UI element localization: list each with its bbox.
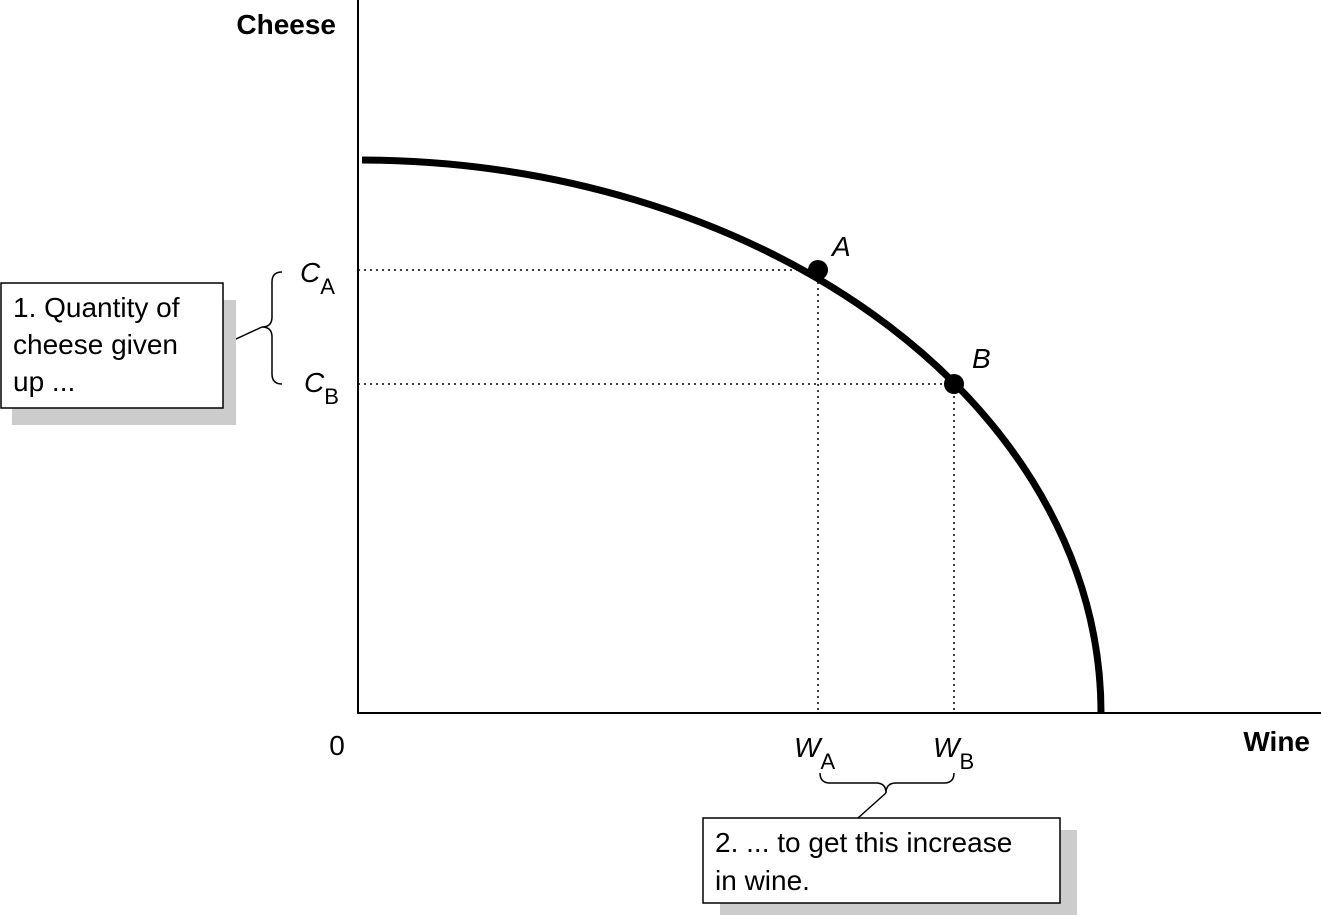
marker-subscript: A <box>820 749 835 774</box>
marker-symbol: W <box>933 732 962 763</box>
x-axis-label: Wine <box>1243 726 1310 757</box>
point <box>944 374 964 394</box>
point-label: B <box>972 343 991 374</box>
marker-symbol: C <box>300 257 321 288</box>
annotation-text: in wine. <box>715 865 810 896</box>
annotation-text: cheese given <box>13 329 178 360</box>
annotation-text: 1. Quantity of <box>13 292 180 323</box>
marker-subscript: A <box>320 274 335 299</box>
y-marker: CB <box>304 367 339 409</box>
annotation-box <box>0 282 224 409</box>
marker-symbol: W <box>794 732 823 763</box>
y-marker: CA <box>300 257 335 299</box>
point-label: A <box>830 231 851 262</box>
annotation-text: up ... <box>13 366 75 397</box>
annotation-text: 2. ... to get this increase <box>715 827 1012 858</box>
marker-subscript: B <box>959 749 974 774</box>
frontier-curve <box>361 156 1105 714</box>
brace <box>261 271 283 385</box>
x-marker: WA <box>794 732 835 774</box>
annotation-box <box>702 817 1061 904</box>
y-axis-label: Cheese <box>236 9 336 40</box>
point <box>808 260 828 280</box>
marker-subscript: B <box>324 384 339 409</box>
brace <box>819 772 955 794</box>
origin-label: 0 <box>329 730 345 761</box>
marker-symbol: C <box>304 367 325 398</box>
x-marker: WB <box>933 732 974 774</box>
connector <box>857 792 887 819</box>
